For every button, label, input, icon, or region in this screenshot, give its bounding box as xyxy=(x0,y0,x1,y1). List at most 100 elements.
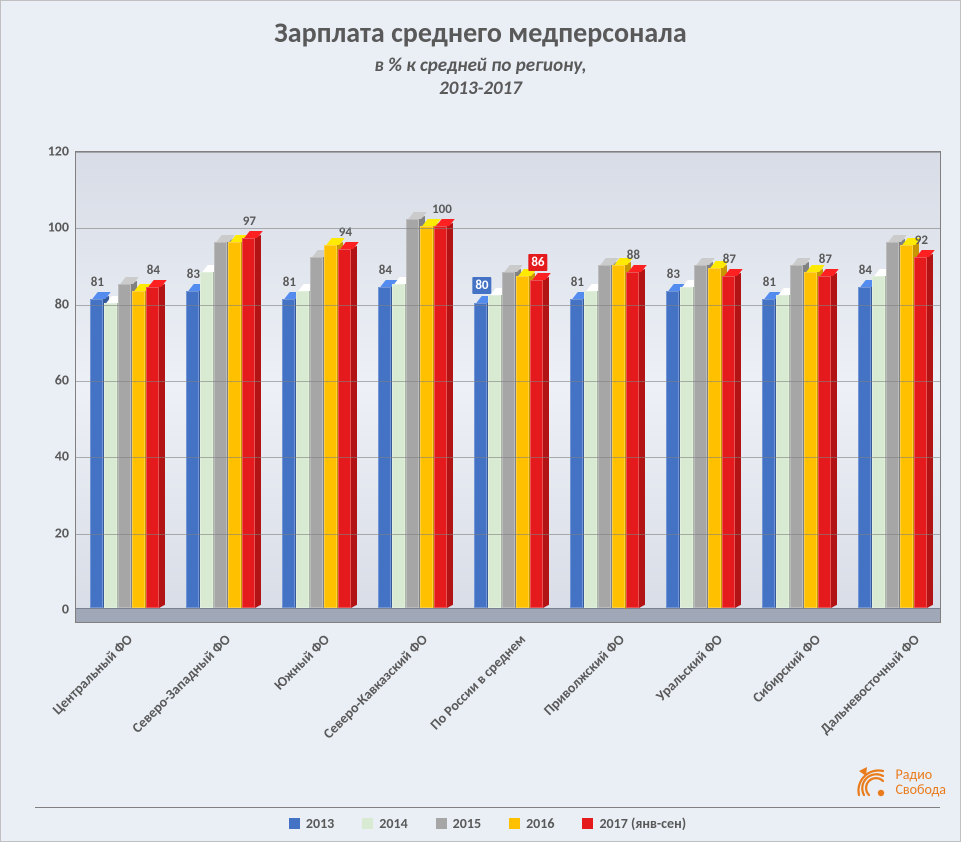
x-axis-labels: Центральный ФОСеверо-Западный ФОЮжный ФО… xyxy=(75,629,960,787)
chart-subtitle-2: 2013-2017 xyxy=(1,77,960,100)
bar: 84 xyxy=(858,287,871,608)
legend-label: 2017 (янв-сен) xyxy=(599,815,686,832)
gridline xyxy=(76,534,940,535)
gridline xyxy=(76,457,940,458)
bar xyxy=(228,242,241,608)
legend-swatch xyxy=(362,818,373,829)
x-label-cell: Дальневосточный ФО xyxy=(862,629,960,787)
bar xyxy=(516,276,529,608)
y-tick-label: 40 xyxy=(35,448,69,465)
value-label: 87 xyxy=(819,252,832,267)
value-label: 87 xyxy=(723,252,736,267)
bar: 81 xyxy=(570,299,583,608)
bar xyxy=(406,219,419,608)
bar xyxy=(886,242,899,608)
chart-subtitle-1: в % к средней по региону, xyxy=(1,54,960,77)
bar xyxy=(804,272,817,608)
gridline xyxy=(76,305,940,306)
y-tick-label: 100 xyxy=(35,219,69,236)
bar xyxy=(310,257,323,608)
bar xyxy=(612,265,625,609)
bar-group: 8184 xyxy=(76,152,172,608)
bar xyxy=(118,284,131,608)
legend-item: 2013 xyxy=(289,815,334,832)
value-label: 84 xyxy=(859,263,872,278)
bar: 81 xyxy=(90,299,103,608)
plot-area: 020406080100120 818483978194841008086818… xyxy=(35,151,941,623)
value-label: 100 xyxy=(432,202,452,217)
value-label: 83 xyxy=(187,267,200,282)
chart-title: Зарплата среднего медперсонала xyxy=(1,15,960,50)
legend-label: 2016 xyxy=(526,815,554,832)
bar: 80 xyxy=(474,303,487,608)
x-axis-label: Центральный ФО xyxy=(49,631,136,718)
bar: 100 xyxy=(434,226,447,608)
x-label-cell: Приволжский ФО xyxy=(567,629,665,787)
bar-group: 83 87 xyxy=(652,152,748,608)
bar xyxy=(872,276,885,608)
legend-item: 2015 xyxy=(436,815,481,832)
bar xyxy=(900,245,913,608)
gridline xyxy=(76,152,940,153)
legend-item: 2014 xyxy=(362,815,407,832)
bar: 83 xyxy=(666,291,679,608)
bar xyxy=(104,303,117,608)
legend-item: 2017 (янв-сен) xyxy=(582,815,686,832)
brand-logo: Радио Свобода xyxy=(853,765,946,801)
bar xyxy=(214,242,227,608)
bar: 87 xyxy=(818,276,831,608)
value-label: 97 xyxy=(243,214,256,229)
legend-swatch xyxy=(289,818,300,829)
bar: 81 xyxy=(762,299,775,608)
bar-group: 8194 xyxy=(268,152,364,608)
bar: 94 xyxy=(338,249,351,608)
value-label: 81 xyxy=(91,275,104,290)
bar xyxy=(132,291,145,608)
legend-label: 2013 xyxy=(306,815,334,832)
bar-group: 8187 xyxy=(748,152,844,608)
bar: 84 xyxy=(146,287,159,608)
radio-svoboda-icon xyxy=(853,765,889,801)
value-label: 86 xyxy=(528,254,547,271)
legend-label: 2014 xyxy=(379,815,407,832)
bar xyxy=(502,272,515,608)
bar xyxy=(598,265,611,609)
y-tick-label: 20 xyxy=(35,524,69,541)
plot: 8184839781948410080868188838781878492 xyxy=(75,151,941,623)
x-label-cell: Северо-Западный ФО xyxy=(173,629,271,787)
value-label: 84 xyxy=(147,263,160,278)
bar-groups: 8184839781948410080868188838781878492 xyxy=(76,152,940,608)
bar: 84 xyxy=(378,287,391,608)
value-label: 81 xyxy=(763,275,776,290)
bar xyxy=(392,284,405,608)
y-tick-label: 80 xyxy=(35,295,69,312)
y-axis: 020406080100120 xyxy=(35,151,73,623)
bar: 83 xyxy=(186,291,199,608)
y-tick-label: 60 xyxy=(35,372,69,389)
bar xyxy=(790,265,803,609)
bar: 81 xyxy=(282,299,295,608)
bar-group: 83 97 xyxy=(172,152,268,608)
x-axis-label: Южный ФО xyxy=(270,631,332,693)
legend-item: 2016 xyxy=(509,815,554,832)
legend-swatch xyxy=(436,818,447,829)
gridline xyxy=(76,228,940,229)
legend-swatch xyxy=(582,818,593,829)
bar xyxy=(708,268,721,608)
bar-group: 8188 xyxy=(556,152,652,608)
y-tick-label: 0 xyxy=(35,601,69,618)
bar xyxy=(296,291,309,608)
bar xyxy=(200,272,213,608)
bar-group: 84 100 xyxy=(364,152,460,608)
bar: 92 xyxy=(914,257,927,608)
x-label-cell: Уральский ФО xyxy=(665,629,763,787)
bar-group: 8086 xyxy=(460,152,556,608)
bar: 86 xyxy=(530,280,543,608)
plot-floor xyxy=(76,608,940,622)
brand-line2: Свобода xyxy=(895,783,946,798)
value-label: 81 xyxy=(283,275,296,290)
legend-label: 2015 xyxy=(453,815,481,832)
bar xyxy=(694,265,707,609)
value-label: 84 xyxy=(379,263,392,278)
bar xyxy=(488,295,501,608)
